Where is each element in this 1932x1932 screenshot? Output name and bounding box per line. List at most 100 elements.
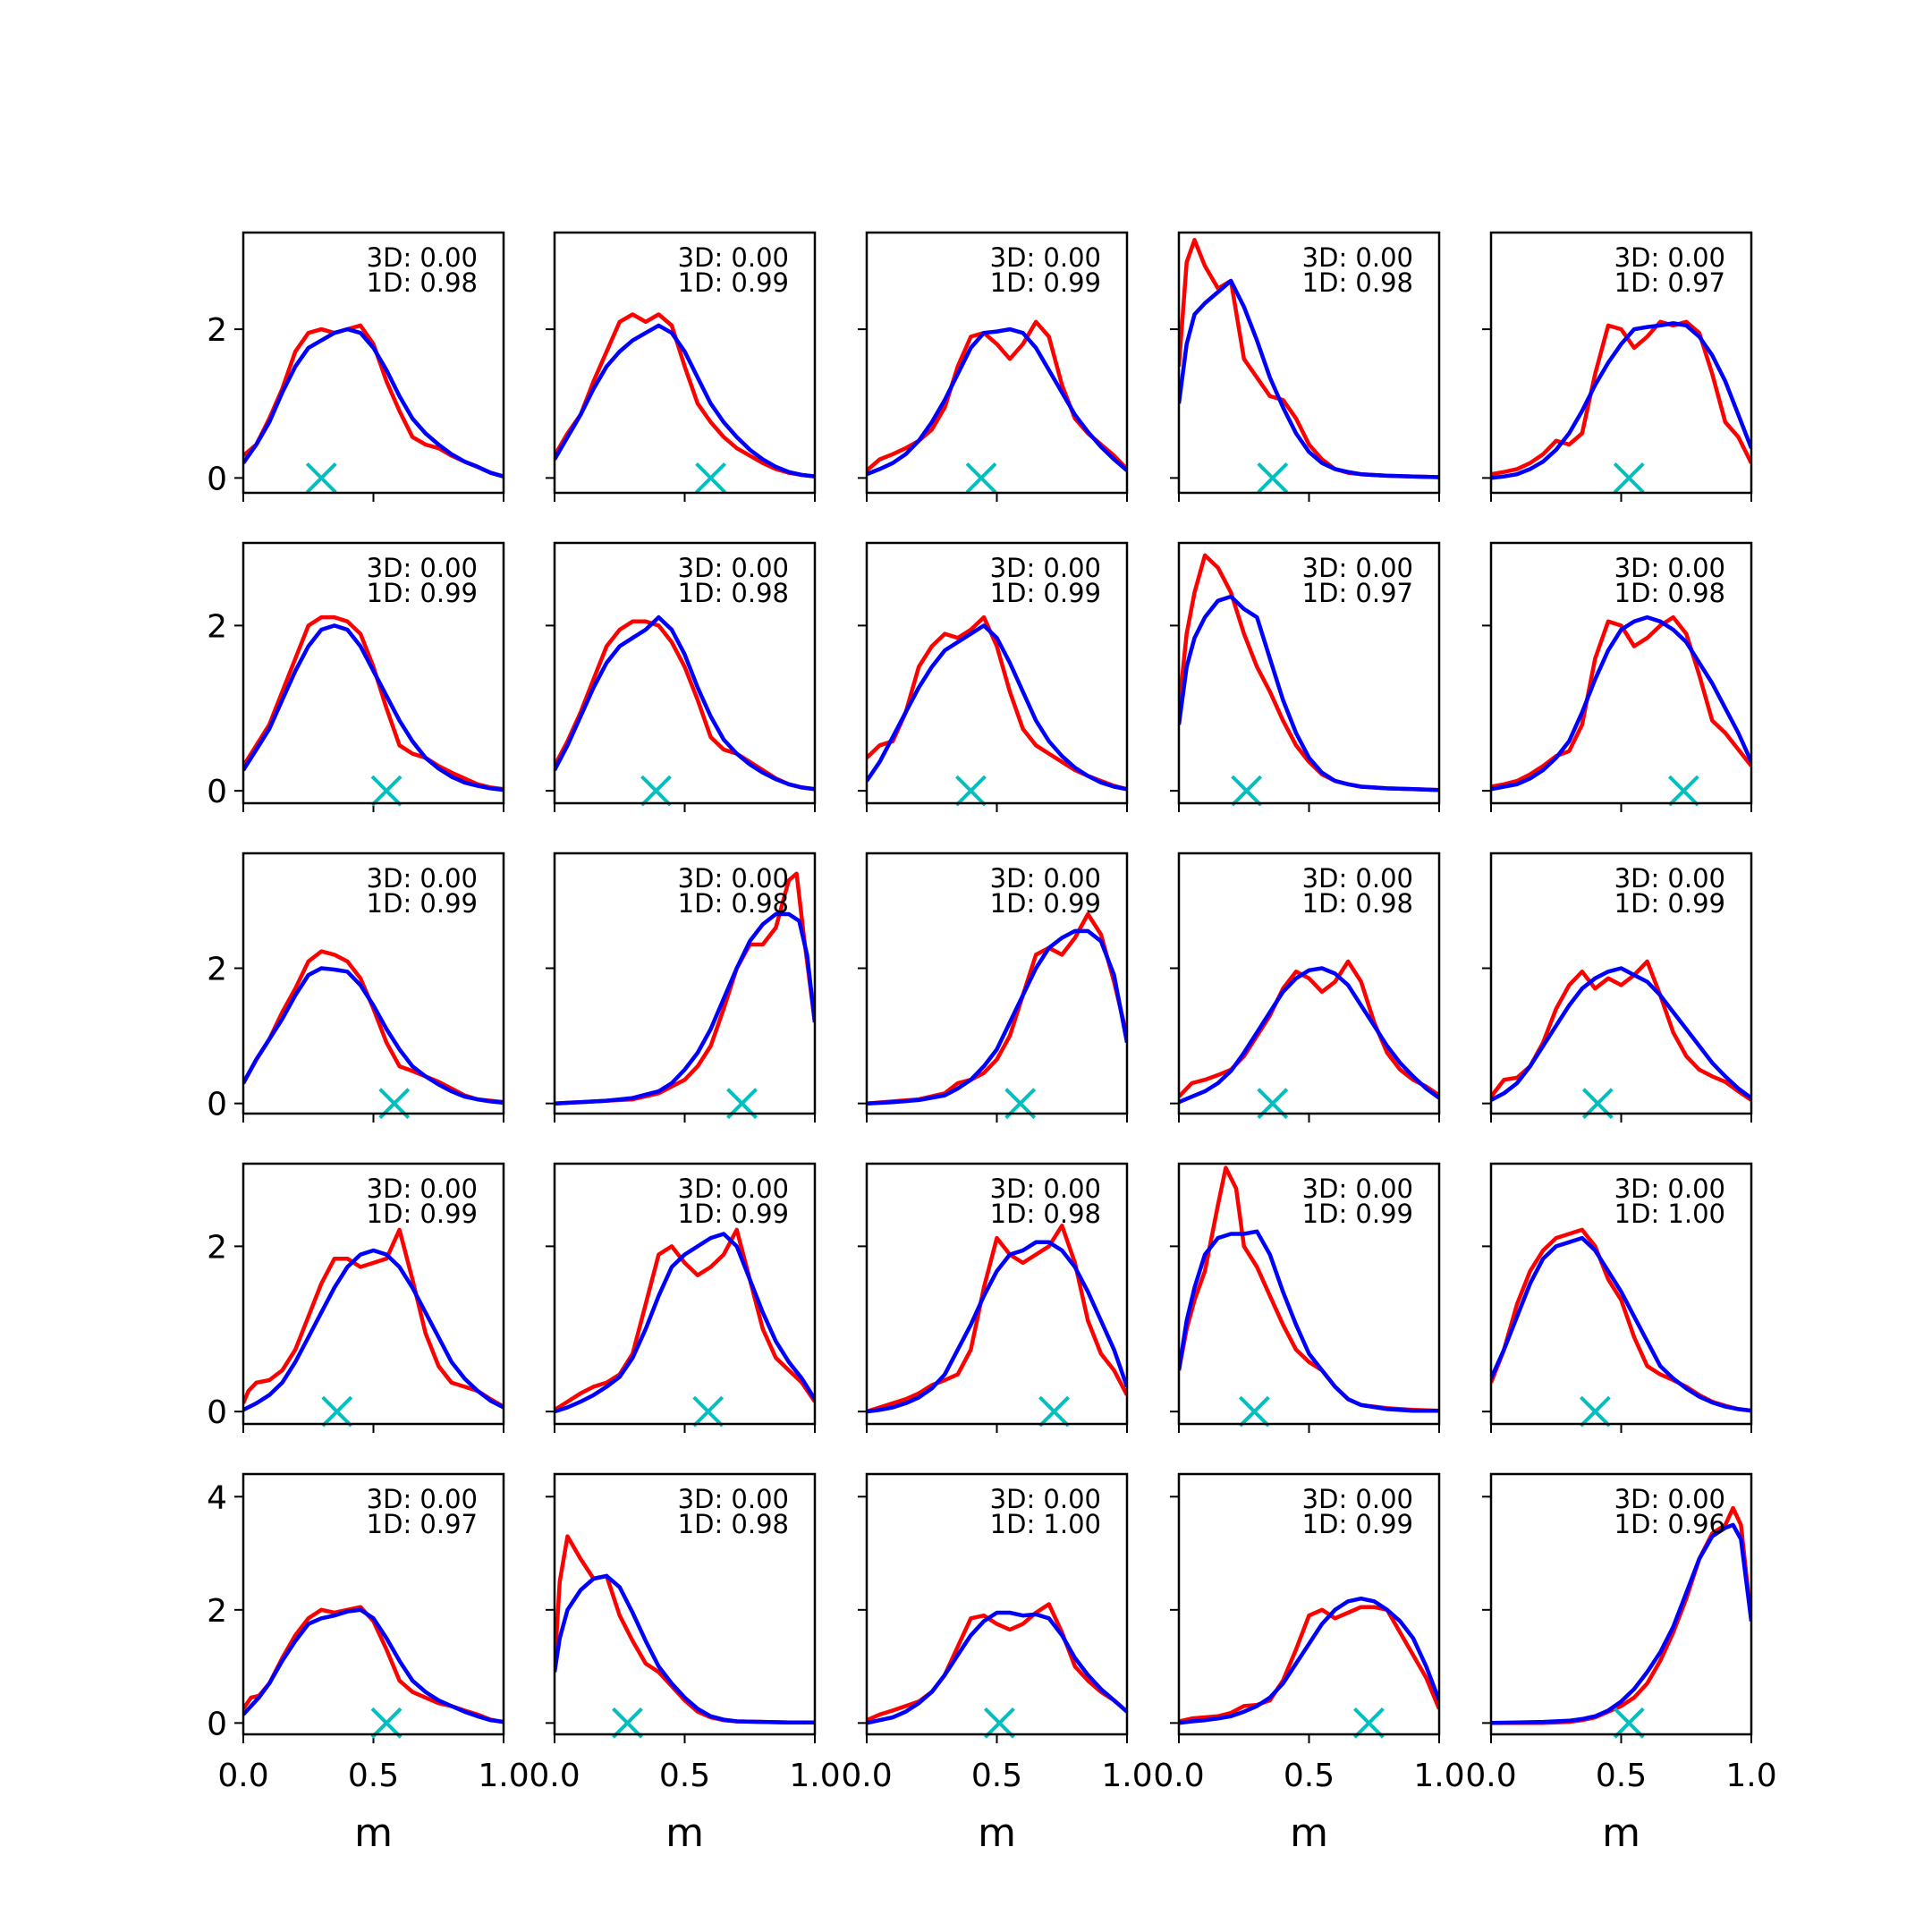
blue-series-line bbox=[867, 1610, 1127, 1725]
x-axis-title: m bbox=[1290, 1810, 1328, 1856]
red-series-line bbox=[555, 1227, 815, 1412]
y-tick-label: 0 bbox=[207, 461, 227, 497]
y-tick-label: 0 bbox=[207, 1394, 227, 1431]
panel-frame bbox=[1489, 1472, 1753, 1736]
y-tick-label: 2 bbox=[207, 1593, 227, 1630]
panel-frame bbox=[1177, 852, 1441, 1115]
red-series-line bbox=[555, 1534, 815, 1724]
annotation-1d: 1D: 0.99 bbox=[367, 578, 478, 608]
x-marker bbox=[692, 1395, 724, 1428]
x-tick-label: 0.0 bbox=[1153, 1758, 1204, 1794]
x-tick-label: 0.5 bbox=[971, 1758, 1022, 1794]
panel-frame bbox=[1489, 852, 1753, 1115]
blue-series-line bbox=[1491, 966, 1751, 1102]
x-tick-label: 0.5 bbox=[1596, 1758, 1647, 1794]
panel-frame bbox=[1489, 231, 1753, 495]
annotation-1d: 1D: 0.99 bbox=[990, 267, 1101, 298]
annotation-3d: 3D: 0.00 bbox=[990, 1484, 1101, 1514]
red-series-line bbox=[243, 1227, 504, 1409]
blue-series-line bbox=[555, 614, 815, 792]
x-axis-title: m bbox=[354, 1810, 393, 1856]
annotation-1d: 1D: 0.97 bbox=[367, 1509, 478, 1539]
blue-series-line bbox=[1491, 1235, 1751, 1413]
y-tick-label: 2 bbox=[207, 1229, 227, 1266]
x-marker bbox=[1231, 775, 1263, 807]
annotation-3d: 3D: 0.00 bbox=[367, 1484, 478, 1514]
panel-frame bbox=[1489, 1162, 1753, 1426]
x-marker bbox=[1257, 462, 1289, 494]
panel-frame bbox=[242, 1472, 505, 1736]
annotation-3d: 3D: 0.00 bbox=[1614, 242, 1725, 273]
x-marker bbox=[983, 1707, 1015, 1739]
annotation-1d: 1D: 1.00 bbox=[990, 1509, 1101, 1539]
x-tick-label: 0.0 bbox=[841, 1758, 892, 1794]
panel-frame bbox=[1177, 541, 1441, 805]
blue-series-line bbox=[867, 1240, 1127, 1414]
x-tick-label: 1.0 bbox=[478, 1758, 529, 1794]
annotation-3d: 3D: 0.00 bbox=[1614, 1174, 1725, 1204]
red-series-line bbox=[1491, 959, 1751, 1102]
red-series-line bbox=[867, 614, 1127, 792]
x-marker bbox=[370, 775, 402, 807]
x-tick-label: 0.5 bbox=[659, 1758, 710, 1794]
blue-series-line bbox=[243, 1248, 504, 1412]
x-marker bbox=[965, 462, 997, 494]
panel-frame bbox=[553, 1472, 817, 1736]
annotation-3d: 3D: 0.00 bbox=[1614, 1484, 1725, 1514]
annotation-3d: 3D: 0.00 bbox=[367, 863, 478, 894]
panel-frame bbox=[865, 852, 1129, 1115]
panel-frame bbox=[242, 1162, 505, 1426]
red-series-line bbox=[867, 911, 1127, 1106]
annotation-3d: 3D: 0.00 bbox=[1302, 553, 1413, 583]
annotation-1d: 1D: 0.99 bbox=[1302, 1199, 1413, 1229]
annotation-1d: 1D: 0.97 bbox=[1614, 267, 1725, 298]
annotation-3d: 3D: 0.00 bbox=[1302, 1484, 1413, 1514]
x-tick-label: 1.0 bbox=[1101, 1758, 1152, 1794]
annotation-1d: 1D: 0.96 bbox=[1614, 1509, 1725, 1539]
annotation-1d: 1D: 0.99 bbox=[1614, 888, 1725, 919]
x-marker bbox=[954, 775, 987, 807]
blue-series-line bbox=[243, 966, 504, 1106]
annotation-1d: 1D: 0.99 bbox=[367, 1199, 478, 1229]
panel-frame bbox=[242, 231, 505, 495]
annotation-3d: 3D: 0.00 bbox=[678, 1174, 789, 1204]
blue-series-line bbox=[1179, 278, 1439, 479]
red-series-line bbox=[243, 949, 504, 1105]
red-series-line bbox=[555, 312, 815, 479]
annotation-3d: 3D: 0.00 bbox=[678, 863, 789, 894]
red-series-line bbox=[867, 319, 1127, 472]
panel-frame bbox=[865, 541, 1129, 805]
annotation-3d: 3D: 0.00 bbox=[367, 553, 478, 583]
annotation-1d: 1D: 0.98 bbox=[367, 267, 478, 298]
annotation-3d: 3D: 0.00 bbox=[678, 553, 789, 583]
annotation-3d: 3D: 0.00 bbox=[990, 863, 1101, 894]
annotation-1d: 1D: 0.98 bbox=[1302, 888, 1413, 919]
x-marker bbox=[612, 1707, 643, 1739]
y-tick-label: 2 bbox=[207, 951, 227, 987]
annotation-1d: 1D: 0.98 bbox=[678, 888, 789, 919]
annotation-3d: 3D: 0.00 bbox=[678, 242, 789, 273]
x-marker bbox=[1613, 1707, 1645, 1739]
x-marker bbox=[1353, 1707, 1385, 1739]
blue-series-line bbox=[1491, 614, 1751, 792]
blue-series-line bbox=[243, 1607, 504, 1724]
x-axis-title: m bbox=[665, 1810, 704, 1856]
panel-frame bbox=[865, 231, 1129, 495]
blue-series-line bbox=[555, 1232, 815, 1414]
red-series-line bbox=[1491, 1505, 1751, 1725]
x-marker bbox=[1238, 1395, 1270, 1428]
